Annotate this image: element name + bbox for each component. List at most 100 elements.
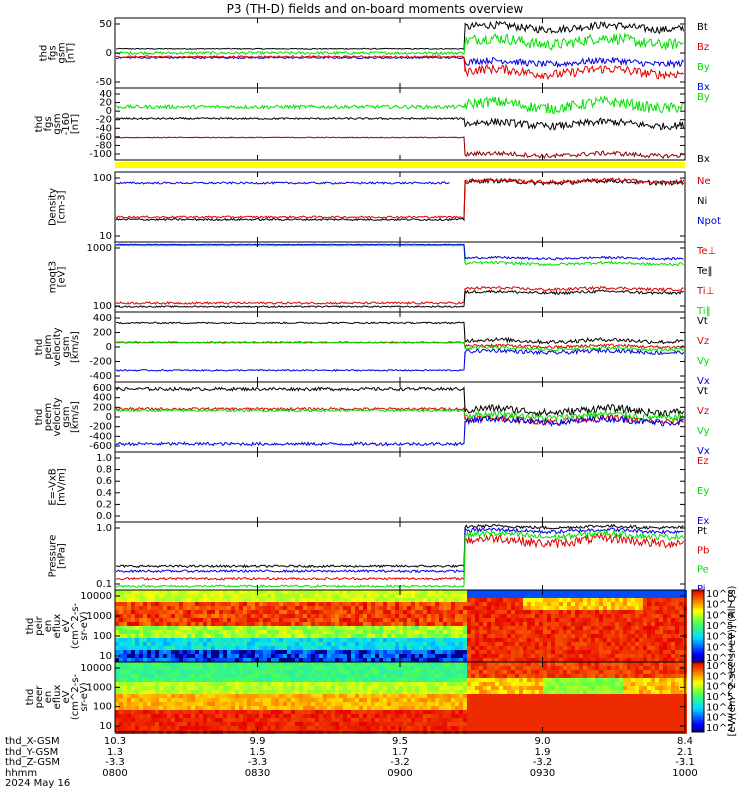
heatmap-cell xyxy=(243,686,247,690)
heatmap-cell xyxy=(407,626,411,630)
heatmap-cell xyxy=(131,714,135,718)
heatmap-cell xyxy=(515,622,519,626)
heatmap-cell xyxy=(287,610,291,614)
heatmap-cell xyxy=(183,706,187,710)
heatmap-cell xyxy=(627,618,631,622)
heatmap-cell xyxy=(299,610,303,614)
heatmap-cell xyxy=(623,658,627,662)
heatmap-cell xyxy=(507,590,511,594)
heatmap-cell xyxy=(663,642,667,646)
heatmap-cell xyxy=(427,626,431,630)
heatmap-cell xyxy=(271,654,275,658)
heatmap-cell xyxy=(515,602,519,606)
heatmap-cell xyxy=(283,682,287,686)
heatmap-cell xyxy=(407,670,411,674)
heatmap-cell xyxy=(351,670,355,674)
heatmap-cell xyxy=(439,682,443,686)
heatmap-cell xyxy=(551,726,555,730)
heatmap-cell xyxy=(311,722,315,726)
heatmap-cell xyxy=(511,694,515,698)
heatmap-cell xyxy=(199,718,203,722)
heatmap-cell xyxy=(223,650,227,654)
heatmap-cell xyxy=(479,642,483,646)
heatmap-cell xyxy=(295,630,299,634)
heatmap-cell xyxy=(315,666,319,670)
heatmap-cell xyxy=(419,626,423,630)
heatmap-cell xyxy=(379,714,383,718)
heatmap-cell xyxy=(435,654,439,658)
heatmap-cell xyxy=(259,606,263,610)
heatmap-cell xyxy=(295,710,299,714)
heatmap-cell xyxy=(411,714,415,718)
heatmap-cell xyxy=(455,686,459,690)
heatmap-cell xyxy=(115,710,119,714)
heatmap-cell xyxy=(611,630,615,634)
heatmap-cell xyxy=(467,606,471,610)
heatmap-cell xyxy=(627,606,631,610)
heatmap-cell xyxy=(399,622,403,626)
heatmap-cell xyxy=(167,706,171,710)
heatmap-cell xyxy=(375,598,379,602)
heatmap-cell xyxy=(667,610,671,614)
heatmap-cell xyxy=(267,726,271,730)
heatmap-cell xyxy=(231,638,235,642)
heatmap-cell xyxy=(571,606,575,610)
heatmap-cell xyxy=(619,658,623,662)
heatmap-cell xyxy=(403,646,407,650)
heatmap-cell xyxy=(311,650,315,654)
heatmap-cell xyxy=(503,642,507,646)
heatmap-cell xyxy=(567,662,571,666)
heatmap-cell xyxy=(395,662,399,666)
heatmap-cell xyxy=(395,714,399,718)
heatmap-cell xyxy=(167,622,171,626)
heatmap-cell xyxy=(507,670,511,674)
heatmap-cell xyxy=(539,642,543,646)
heatmap-cell xyxy=(499,654,503,658)
heatmap-cell xyxy=(259,642,263,646)
heatmap-cell xyxy=(391,690,395,694)
heatmap-cell xyxy=(375,662,379,666)
heatmap-cell xyxy=(295,594,299,598)
heatmap-cell xyxy=(239,662,243,666)
heatmap-cell xyxy=(323,718,327,722)
heatmap-cell xyxy=(303,718,307,722)
heatmap-cell xyxy=(155,714,159,718)
heatmap-cell xyxy=(339,694,343,698)
heatmap-cell xyxy=(259,678,263,682)
heatmap-cell xyxy=(403,630,407,634)
heatmap-cell xyxy=(499,602,503,606)
heatmap-cell xyxy=(191,618,195,622)
heatmap-cell xyxy=(475,706,479,710)
y-tick-label: -200 xyxy=(89,357,112,368)
heatmap-cell xyxy=(471,726,475,730)
heatmap-cell xyxy=(275,626,279,630)
heatmap-cell xyxy=(135,594,139,598)
heatmap-cell xyxy=(523,694,527,698)
heatmap-cell xyxy=(219,666,223,670)
heatmap-cell xyxy=(527,654,531,658)
heatmap-cell xyxy=(315,606,319,610)
heatmap-cell xyxy=(231,602,235,606)
heatmap-cell xyxy=(199,650,203,654)
heatmap-cell xyxy=(179,710,183,714)
heatmap-cell xyxy=(507,634,511,638)
heatmap-cell xyxy=(651,638,655,642)
heatmap-cell xyxy=(203,646,207,650)
heatmap-cell xyxy=(127,634,131,638)
heatmap-cell xyxy=(191,646,195,650)
heatmap-cell xyxy=(295,598,299,602)
heatmap-cell xyxy=(283,718,287,722)
heatmap-cell xyxy=(319,618,323,622)
heatmap-cell xyxy=(411,598,415,602)
panel-frame xyxy=(114,381,686,453)
heatmap-cell xyxy=(423,626,427,630)
heatmap-cell xyxy=(575,642,579,646)
heatmap-cell xyxy=(559,718,563,722)
heatmap-cell xyxy=(311,642,315,646)
y-axis-label: Density[cm-3] xyxy=(48,188,68,226)
heatmap-cell xyxy=(403,714,407,718)
heatmap-cell xyxy=(467,678,471,682)
heatmap-cell xyxy=(455,594,459,598)
heatmap-cell xyxy=(155,590,159,594)
heatmap-cell xyxy=(655,634,659,638)
